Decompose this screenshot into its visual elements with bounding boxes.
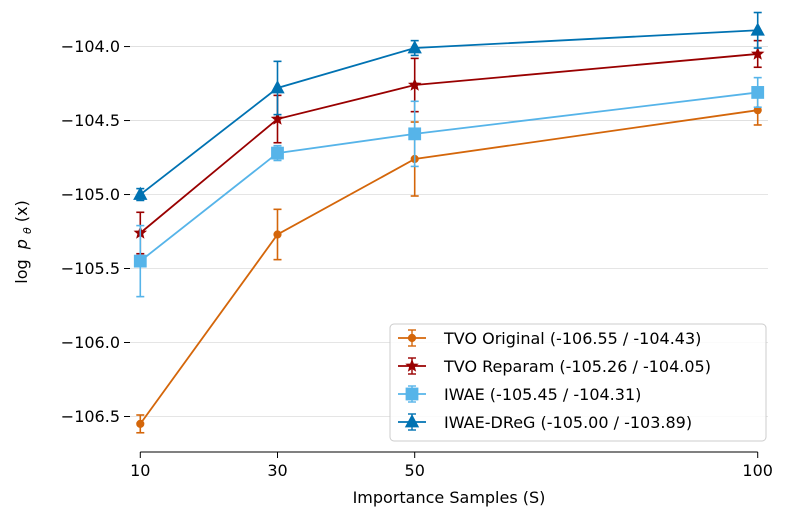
series-line: [139, 29, 758, 196]
legend-label: TVO Reparam (-105.26 / -104.05): [443, 357, 711, 376]
series-3: [133, 76, 765, 298]
y-tick-label: −104.5: [61, 111, 120, 130]
data-point: [750, 46, 765, 60]
x-tick-label: 100: [742, 461, 773, 480]
legend-marker: [405, 358, 419, 372]
legend-item-2: TVO Reparam (-105.26 / -104.05): [398, 357, 711, 376]
legend-frame: [389, 323, 767, 442]
legend-item-3: IWAE (-105.45 / -104.31): [398, 385, 641, 404]
y-tick-label: −104.0: [61, 37, 120, 56]
y-tick-label: −105.0: [61, 185, 120, 204]
data-point: [133, 186, 148, 200]
data-point: [133, 254, 147, 268]
y-axis-label-sub: θ: [21, 227, 34, 234]
legend-marker: [407, 333, 417, 343]
series-line: [139, 91, 758, 262]
data-point: [136, 419, 145, 428]
y-axis-label: log p θ (x): [12, 200, 35, 284]
y-tick-label: −106.0: [61, 333, 120, 352]
data-point: [407, 40, 422, 54]
x-tick-label: 30: [267, 461, 287, 480]
legend-marker: [405, 387, 419, 401]
x-tick-label: 50: [405, 461, 425, 480]
data-point: [750, 22, 765, 36]
series-4: [133, 11, 765, 202]
legend-marker: [404, 414, 420, 428]
series-line: [139, 53, 758, 234]
legend-label: IWAE (-105.45 / -104.31): [444, 385, 641, 404]
x-tick-label: 10: [130, 461, 150, 480]
y-tick-label: −105.5: [61, 259, 120, 278]
axes-layer: −106.5 −106.0 −105.5 −105.0 −104.5 −104.0 10 30…: [61, 37, 773, 480]
y-axis-label-p: p: [12, 239, 31, 250]
data-point: [270, 111, 285, 125]
y-tick-label: −106.5: [61, 407, 120, 426]
legend-item-4: IWAE-DReG (-105.00 / -103.89): [398, 413, 692, 432]
data-point: [751, 86, 765, 99]
series-2: [133, 39, 765, 255]
y-axis-label-log: log: [12, 259, 31, 283]
legend-label: TVO Original (-106.55 / -104.43): [443, 329, 701, 348]
legend-item-1: TVO Original (-106.55 / -104.43): [398, 329, 701, 348]
legend-label: IWAE-DReG (-105.00 / -103.89): [444, 413, 692, 432]
data-point: [408, 127, 422, 141]
series-line: [139, 109, 758, 425]
data-point: [271, 146, 284, 160]
y-axis-label-arg: (x): [12, 200, 31, 222]
x-axis-label: Importance Samples (S): [353, 488, 546, 507]
series-layer: [133, 11, 765, 434]
data-point: [270, 80, 285, 94]
data-point: [407, 77, 422, 91]
legend: TVO Original (-106.55 / -104.43) TVO Repa…: [389, 323, 767, 442]
data-point: [273, 230, 282, 239]
